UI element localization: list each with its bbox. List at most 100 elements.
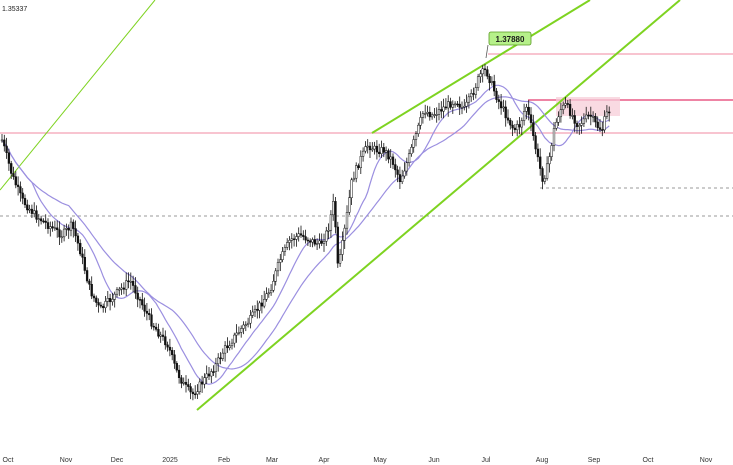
channel-lower-line[interactable] bbox=[196, 0, 681, 411]
candle-body bbox=[608, 111, 611, 114]
candle-body bbox=[511, 124, 514, 129]
candle-body bbox=[125, 280, 128, 290]
candle-body bbox=[97, 302, 100, 306]
candle-body bbox=[99, 304, 103, 307]
candle-body bbox=[465, 101, 468, 107]
candle-body bbox=[327, 229, 330, 232]
channel-upper-line[interactable] bbox=[371, 0, 591, 134]
candle-body bbox=[302, 234, 305, 237]
peak-callout-box bbox=[488, 31, 532, 46]
candle-body bbox=[182, 381, 185, 384]
candle-body bbox=[534, 135, 537, 150]
x-tick-label: Oct bbox=[3, 457, 14, 464]
candle-body bbox=[49, 226, 52, 229]
candle-body bbox=[217, 357, 220, 365]
candle-body bbox=[414, 133, 418, 140]
candle-body bbox=[380, 147, 383, 154]
candle-body bbox=[483, 68, 487, 71]
candle-body bbox=[230, 342, 234, 347]
candle-body bbox=[315, 243, 319, 245]
candle-body bbox=[72, 221, 75, 229]
candle-body bbox=[532, 122, 535, 136]
candle-body bbox=[104, 301, 107, 309]
candle-body bbox=[145, 310, 149, 314]
candle-body bbox=[582, 118, 586, 124]
candle-body bbox=[191, 391, 195, 395]
candle-body bbox=[198, 381, 201, 392]
candle-body bbox=[520, 120, 523, 128]
candle-body bbox=[585, 114, 588, 120]
candle-body bbox=[605, 111, 609, 117]
candle-body bbox=[288, 240, 291, 243]
candle-body bbox=[518, 124, 521, 128]
candle-body bbox=[258, 302, 261, 311]
candle-body bbox=[594, 115, 597, 123]
candle-body bbox=[398, 174, 402, 183]
candle-body bbox=[237, 332, 241, 334]
candle-body bbox=[437, 109, 441, 115]
peak-callout[interactable]: 1.37880 bbox=[485, 31, 532, 59]
candle-body bbox=[368, 145, 372, 151]
candle-body bbox=[428, 111, 431, 118]
candle-body bbox=[575, 123, 579, 127]
candle-body bbox=[292, 238, 296, 241]
candle-body bbox=[373, 145, 376, 150]
candle-body bbox=[207, 373, 211, 377]
candle-body bbox=[212, 371, 215, 373]
candle-body bbox=[244, 324, 247, 327]
candle-body bbox=[573, 115, 576, 124]
candle-body bbox=[378, 151, 381, 154]
peak-callout-leader bbox=[485, 44, 489, 59]
candle-body bbox=[161, 334, 165, 337]
candle-body bbox=[56, 227, 59, 230]
candle-body bbox=[410, 147, 413, 155]
candle-body bbox=[106, 298, 109, 302]
candle-body bbox=[525, 106, 528, 112]
candle-body bbox=[233, 334, 236, 344]
candle-body bbox=[177, 369, 181, 378]
candle-body bbox=[451, 104, 454, 108]
candle-body bbox=[187, 384, 190, 387]
candle-body bbox=[74, 228, 77, 237]
candle-body bbox=[479, 73, 482, 77]
candle-body bbox=[417, 124, 420, 134]
candle-body bbox=[28, 208, 31, 211]
candle-body bbox=[79, 242, 82, 255]
candle-body bbox=[173, 354, 176, 364]
candle-body bbox=[21, 192, 24, 199]
candle-body bbox=[591, 115, 595, 118]
early-trendline[interactable] bbox=[0, 0, 156, 191]
candle-body bbox=[228, 345, 231, 349]
candle-body bbox=[336, 226, 339, 264]
candle-body bbox=[297, 233, 300, 237]
candle-body bbox=[5, 145, 8, 153]
candle-body bbox=[313, 239, 316, 245]
candle-body bbox=[513, 127, 517, 131]
candle-body bbox=[136, 292, 139, 300]
candle-body bbox=[384, 150, 388, 153]
candle-body bbox=[205, 373, 208, 378]
candle-body bbox=[235, 332, 238, 336]
candle-body bbox=[256, 308, 259, 311]
candle-body bbox=[391, 156, 395, 165]
candle-body bbox=[343, 227, 346, 241]
candle-body bbox=[490, 81, 494, 84]
candle-body bbox=[403, 170, 406, 177]
candle-body bbox=[527, 106, 530, 115]
candle-body bbox=[495, 90, 498, 100]
candle-body bbox=[157, 329, 160, 337]
candle-body bbox=[329, 214, 333, 231]
candle-body bbox=[88, 280, 91, 285]
candle-body bbox=[470, 93, 473, 98]
candle-body bbox=[189, 386, 192, 393]
candle-body bbox=[7, 152, 11, 164]
candle-body bbox=[242, 324, 245, 329]
candle-body bbox=[506, 117, 510, 121]
candle-body bbox=[37, 218, 40, 220]
x-tick-label: Apr bbox=[319, 457, 331, 464]
candle-body bbox=[375, 145, 379, 153]
x-axis: Oct Nov Dec 2025 Feb Mar Apr May Jun Jul Aug Sep Oct… bbox=[3, 457, 713, 464]
candle-body bbox=[168, 346, 172, 351]
candle-body bbox=[472, 93, 475, 95]
